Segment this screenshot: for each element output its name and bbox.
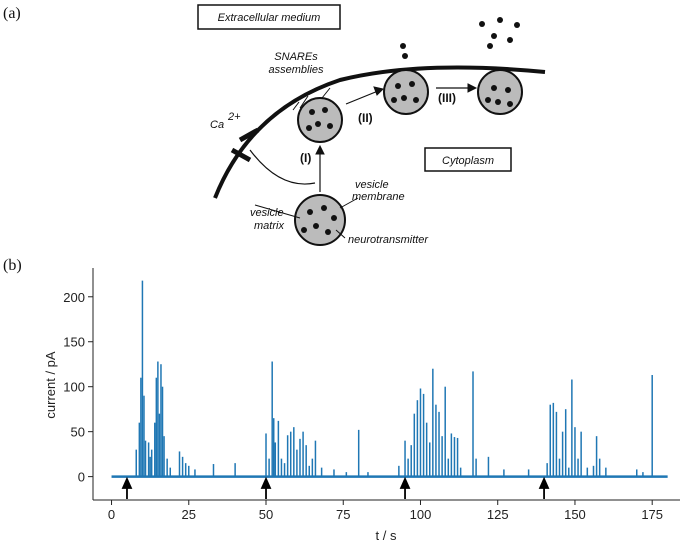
label: SNAREs [274,51,318,63]
x-tick-label: 100 [410,507,432,522]
label: vesicle [250,207,284,219]
diagram [197,4,546,246]
label: Cytoplasm [442,155,494,167]
x-tick-label: 0 [108,507,115,522]
label: Ca [210,119,224,131]
label: (I) [300,151,311,165]
x-tick-label: 75 [336,507,350,522]
x-tick-label: 150 [564,507,586,522]
label: neurotransmitter [348,234,429,246]
snare [292,87,331,111]
label: (III) [438,91,456,105]
y-tick-label: 150 [63,335,85,350]
box [424,147,512,172]
label: membrane [352,191,405,203]
x-tick-label: 125 [487,507,509,522]
box [197,4,341,30]
x-axis-label: t / s [376,528,397,543]
y-tick-label: 200 [63,290,85,305]
x-tick-label: 25 [182,507,196,522]
stimulus-arrow [399,476,411,499]
channel [230,147,252,163]
leader [254,197,359,239]
x-tick-label: 175 [641,507,663,522]
label: assemblies [268,64,324,76]
stimulus-arrow [538,476,550,499]
stimulus-arrow [260,476,272,499]
neurotransmitter-dots [301,17,520,235]
arrow [249,149,316,185]
y-tick-label: 100 [63,380,85,395]
y-axis-label: current / pA [43,351,58,419]
vesicle [294,194,346,246]
vesicle [297,97,343,143]
arrow [345,90,379,105]
label: vesicle [355,179,389,191]
arrowhead [373,86,384,96]
panel-label: (a) [3,5,21,22]
label: Extracellular medium [218,12,321,24]
x-tick-label: 50 [259,507,273,522]
membrane [213,65,546,199]
panel-label: (b) [3,257,22,274]
label: matrix [254,220,284,232]
label: (II) [358,111,373,125]
y-tick-label: 0 [78,470,85,485]
vesicle [477,69,523,115]
stimulus-arrow [121,476,133,499]
vesicle [383,69,429,115]
arrowhead [315,144,325,155]
channel [238,127,260,143]
y-tick-label: 50 [71,425,85,440]
arrowhead [467,83,478,93]
label: 2+ [227,111,241,123]
